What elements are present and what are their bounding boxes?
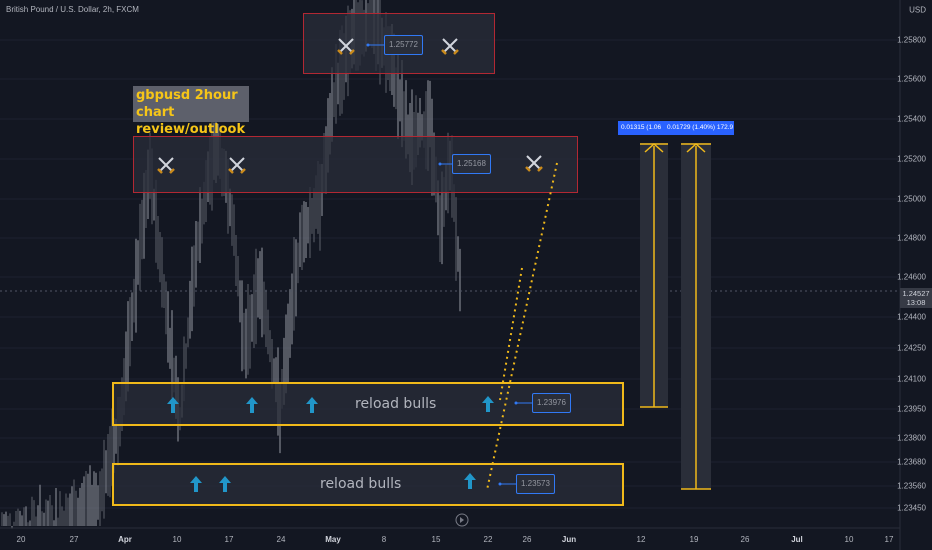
up-arrow-icon	[246, 397, 258, 413]
time-label: 26	[522, 535, 532, 544]
crossed-swords-icon	[157, 157, 175, 174]
price-label: 1.25200	[897, 154, 926, 164]
up-arrow-icon	[190, 476, 202, 492]
price-label: 1.23800	[897, 433, 926, 443]
time-label: 10	[844, 535, 854, 544]
chart-annotation[interactable]: gbpusd 2hour chart review/outlook	[133, 86, 249, 137]
price-label: 1.23950	[897, 404, 926, 414]
time-label: Jun	[561, 535, 577, 544]
crossed-swords-icon	[441, 38, 459, 55]
price-label: 1.25000	[897, 194, 926, 204]
price-label: 1.24250	[897, 343, 926, 353]
time-label: 8	[381, 535, 387, 544]
crossed-swords-icon	[337, 38, 355, 55]
resistance-zone-middle[interactable]	[133, 136, 578, 193]
price-label: 1.25600	[897, 74, 926, 84]
time-label: 17	[884, 535, 894, 544]
projection-line	[486, 162, 558, 491]
price-axis-currency: USD	[909, 5, 926, 15]
crossed-swords-icon	[525, 155, 543, 172]
crossed-swords-icon	[228, 157, 246, 174]
price-badge-top[interactable]: 1.25772	[384, 35, 423, 55]
time-label: 27	[69, 535, 79, 544]
price-badge-middle[interactable]: 1.25168	[452, 154, 491, 174]
price-badge-upper-support[interactable]: 1.23976	[532, 393, 571, 413]
upper-zone-text: reload bulls	[355, 396, 437, 412]
time-label: 22	[483, 535, 493, 544]
measure-label-first[interactable]: 0.01315 (1.06	[618, 121, 670, 135]
symbol-title: British Pound / U.S. Dollar, 2h, FXCM	[6, 5, 139, 14]
up-arrow-icon	[306, 397, 318, 413]
time-label: 26	[740, 535, 750, 544]
price-label: 1.24600	[897, 272, 926, 282]
time-label: 17	[224, 535, 234, 544]
up-arrow-icon	[167, 397, 179, 413]
time-label: Apr	[118, 535, 132, 544]
lower-zone-text: reload bulls	[320, 476, 402, 492]
price-label: 1.24800	[897, 233, 926, 243]
price-label: 1.25800	[897, 35, 926, 45]
time-label: 24	[276, 535, 286, 544]
price-badge-lower-support[interactable]: 1.23573	[516, 474, 555, 494]
bar-countdown: 13:08	[906, 298, 926, 307]
price-label: 1.25400	[897, 114, 926, 124]
current-price-value: 1.24527	[902, 289, 930, 298]
time-label: 12	[636, 535, 646, 544]
measure-label-second[interactable]: 0.01729 (1.40%) 172.9	[664, 121, 734, 135]
up-arrow-icon	[219, 476, 231, 492]
current-price-tag: 1.24527 13:08	[900, 288, 932, 308]
time-label: May	[325, 535, 341, 544]
time-label: 10	[172, 535, 182, 544]
projection-line	[499, 267, 523, 401]
price-label: 1.23450	[897, 503, 926, 513]
time-label: 19	[689, 535, 699, 544]
time-label: 20	[16, 535, 26, 544]
up-arrow-icon	[482, 396, 494, 412]
up-arrow-icon	[464, 473, 476, 489]
price-label: 1.23680	[897, 457, 926, 467]
price-label: 1.23560	[897, 481, 926, 491]
time-label: Jul	[791, 535, 803, 544]
price-label: 1.24400	[897, 312, 926, 322]
price-label: 1.24100	[897, 374, 926, 384]
time-label: 15	[431, 535, 441, 544]
